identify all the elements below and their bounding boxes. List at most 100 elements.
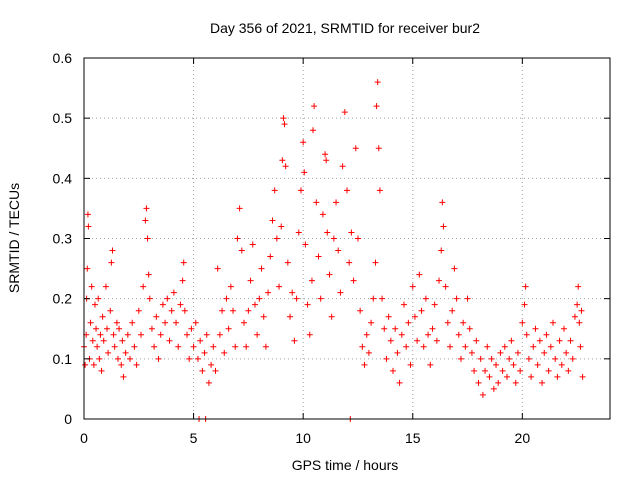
data-point	[475, 379, 482, 386]
data-point	[422, 295, 429, 302]
data-point	[545, 367, 552, 374]
data-point	[560, 325, 567, 332]
data-point	[411, 313, 418, 320]
data-point	[398, 331, 405, 338]
data-point	[111, 343, 118, 350]
data-point	[265, 289, 272, 296]
data-point	[146, 295, 153, 302]
data-point	[451, 265, 458, 272]
x-tick-label: 0	[80, 430, 88, 446]
data-point	[153, 313, 160, 320]
data-point	[102, 283, 109, 290]
data-point	[519, 319, 526, 326]
data-point	[170, 289, 177, 296]
data-point	[254, 331, 261, 338]
data-point	[219, 307, 226, 314]
data-point	[260, 313, 267, 320]
data-point	[94, 343, 101, 350]
y-axis-label: SRMTID / TECUs	[6, 183, 22, 293]
data-point	[133, 361, 140, 368]
data-point	[194, 355, 201, 362]
data-point	[578, 307, 585, 314]
data-point	[532, 325, 539, 332]
data-point	[530, 343, 537, 350]
data-point	[407, 361, 414, 368]
data-point	[315, 253, 322, 260]
data-point	[517, 367, 524, 374]
data-point	[429, 325, 436, 332]
data-point	[400, 301, 407, 308]
data-point	[258, 265, 265, 272]
data-point	[87, 319, 94, 326]
chart-title: Day 356 of 2021, SRMTID for receiver bur…	[210, 20, 480, 36]
axis-ticks: 0 0.1 0.2 0.3 0.4 0.5 0.6 0 5 10 15 20	[53, 50, 610, 446]
data-point	[251, 301, 258, 308]
x-tick-label: 20	[515, 430, 531, 446]
data-point	[554, 373, 561, 380]
data-point	[104, 325, 111, 332]
data-point	[197, 337, 204, 344]
data-point	[425, 331, 432, 338]
data-point	[576, 319, 583, 326]
data-point	[403, 343, 410, 350]
y-tick-label: 0	[64, 411, 72, 427]
data-point	[501, 343, 508, 350]
data-point	[159, 301, 166, 308]
data-point	[256, 295, 263, 302]
data-point	[284, 259, 291, 266]
data-point	[300, 139, 307, 146]
data-point	[124, 331, 131, 338]
data-point	[359, 343, 366, 350]
data-point	[302, 241, 309, 248]
data-point	[90, 361, 97, 368]
data-point	[95, 295, 102, 302]
data-point	[482, 367, 489, 374]
data-point	[319, 211, 326, 218]
data-point	[341, 109, 348, 116]
data-point	[374, 79, 381, 86]
data-point	[110, 331, 117, 338]
data-point	[473, 337, 480, 344]
data-point	[552, 355, 559, 362]
data-point	[365, 349, 372, 356]
data-point	[105, 349, 112, 356]
data-point	[304, 301, 311, 308]
data-point	[164, 295, 171, 302]
data-point	[337, 289, 344, 296]
data-point	[238, 247, 245, 254]
data-point	[368, 319, 375, 326]
data-point	[506, 355, 513, 362]
data-point	[245, 307, 252, 314]
data-point	[523, 331, 530, 338]
data-point	[575, 283, 582, 290]
data-point	[276, 283, 283, 290]
data-point	[442, 283, 449, 290]
data-point	[216, 331, 223, 338]
data-point	[350, 277, 357, 284]
data-point	[122, 349, 129, 356]
data-point	[280, 115, 287, 122]
data-point	[567, 337, 574, 344]
data-point	[281, 121, 288, 128]
data-point	[335, 247, 342, 254]
data-point	[107, 307, 114, 314]
data-point	[392, 325, 399, 332]
data-point	[563, 349, 570, 356]
data-point	[291, 337, 298, 344]
data-point	[180, 259, 187, 266]
data-point	[462, 343, 469, 350]
data-point	[188, 325, 195, 332]
data-point	[100, 337, 107, 344]
data-point	[223, 295, 230, 302]
data-point	[385, 313, 392, 320]
data-point	[306, 331, 313, 338]
data-point	[199, 367, 206, 374]
data-point	[85, 223, 92, 230]
data-point	[203, 331, 210, 338]
data-point	[119, 337, 126, 344]
data-point	[354, 235, 361, 242]
y-tick-label: 0.2	[53, 291, 73, 307]
data-point	[352, 145, 359, 152]
x-axis-label: GPS time / hours	[292, 457, 399, 473]
